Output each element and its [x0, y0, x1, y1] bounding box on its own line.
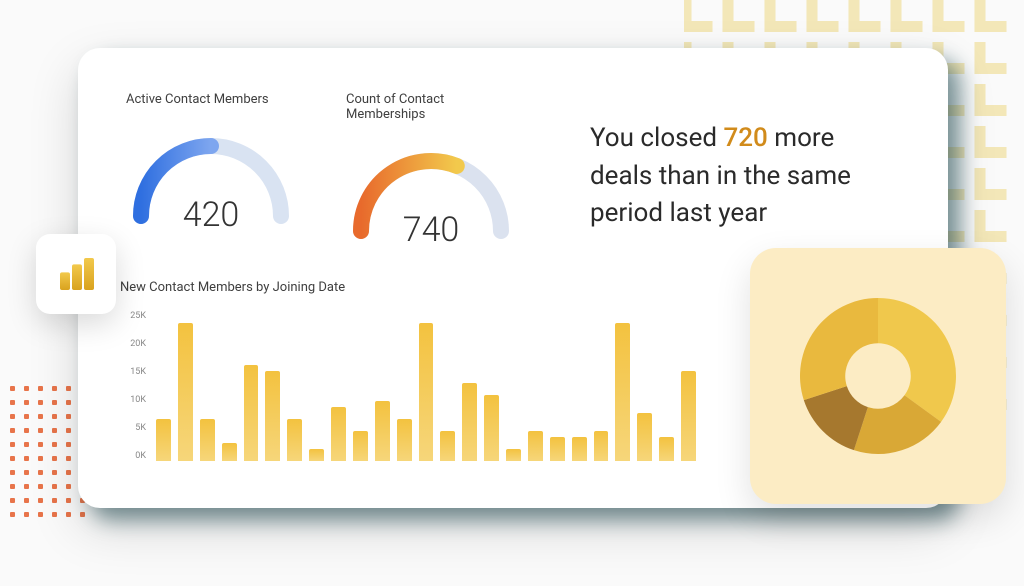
bar	[506, 449, 521, 461]
bar	[550, 437, 565, 461]
headline-prefix: You closed	[590, 123, 723, 153]
bar	[659, 437, 674, 461]
gauge-active-members: Active Contact Members 420	[126, 92, 306, 231]
dot-grid-decoration	[10, 386, 86, 518]
y-tick: 0K	[126, 451, 146, 461]
headline-text: You closed 720 more deals than in the sa…	[566, 92, 900, 233]
bar	[528, 431, 543, 461]
bars-container	[152, 311, 696, 461]
bar-chart: 25K 20K 15K 10K 5K 0K	[126, 311, 696, 461]
bar-chart-title: New Contact Members by Joining Date	[120, 280, 696, 295]
bar	[440, 431, 455, 461]
bar	[200, 419, 215, 461]
bar	[353, 431, 368, 461]
bar	[244, 365, 259, 461]
y-tick: 20K	[126, 339, 146, 349]
gauge-arc: 740	[346, 136, 516, 246]
headline-accent: 720	[723, 123, 767, 153]
bar	[265, 371, 280, 461]
donut-card	[750, 248, 1006, 504]
bar	[462, 383, 477, 461]
bar	[331, 407, 346, 461]
bar	[397, 419, 412, 461]
y-tick: 25K	[126, 311, 146, 321]
gauge-memberships: Count of Contact Memberships 740	[346, 92, 526, 246]
bar	[375, 401, 390, 461]
bar	[484, 395, 499, 461]
power-bi-icon	[56, 254, 96, 294]
gauge-title: Count of Contact Memberships	[346, 92, 526, 122]
donut-chart	[793, 291, 963, 461]
y-tick: 10K	[126, 395, 146, 405]
bar	[178, 323, 193, 461]
y-tick: 15K	[126, 367, 146, 377]
bar	[594, 431, 609, 461]
bar	[615, 323, 630, 461]
gauge-value: 420	[126, 195, 296, 235]
bar	[156, 419, 171, 461]
bar	[287, 419, 302, 461]
donut-slice	[800, 298, 878, 400]
bar	[572, 437, 587, 461]
gauge-value: 740	[346, 210, 516, 250]
bar	[419, 323, 434, 461]
bar	[309, 449, 324, 461]
gauge-arc: 420	[126, 121, 296, 231]
bar	[222, 443, 237, 461]
y-tick: 5K	[126, 423, 146, 433]
bar	[681, 371, 696, 461]
donut-slice	[878, 298, 956, 422]
gauge-title: Active Contact Members	[126, 92, 306, 107]
bar	[637, 413, 652, 461]
bar-chart-section: New Contact Members by Joining Date 25K2…	[126, 280, 696, 461]
y-axis-labels: 25K 20K 15K 10K 5K 0K	[126, 311, 152, 461]
power-bi-badge	[36, 234, 116, 314]
